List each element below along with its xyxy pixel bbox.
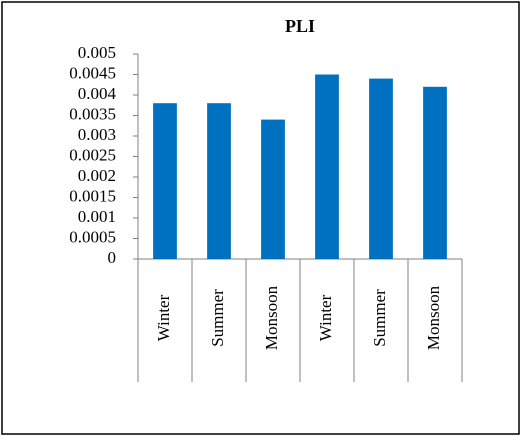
- x-tick-label: Winter: [316, 294, 335, 341]
- bar: [153, 103, 177, 259]
- bar: [369, 78, 393, 259]
- bar: [261, 119, 285, 259]
- x-tick-label: Summer: [208, 289, 227, 347]
- x-tick-label: Winter: [154, 294, 173, 341]
- x-tick-label: Monsoon: [424, 285, 443, 350]
- y-tick-label: 0.004: [78, 84, 117, 103]
- bar: [207, 103, 231, 259]
- y-tick-label: 0.002: [78, 166, 116, 185]
- bar: [315, 74, 339, 259]
- y-tick-label: 0.0035: [69, 104, 116, 123]
- x-tick-label: Monsoon: [262, 285, 281, 350]
- bar: [423, 86, 447, 259]
- y-tick-label: 0.001: [78, 207, 116, 226]
- y-tick-label: 0.0025: [69, 145, 116, 164]
- chart-title: PLI: [285, 16, 315, 36]
- y-tick-label: 0.0015: [69, 186, 116, 205]
- y-tick-label: 0: [108, 248, 117, 267]
- y-tick-label: 0.0045: [69, 63, 116, 82]
- x-tick-label: Summer: [370, 289, 389, 347]
- y-tick-label: 0.0005: [69, 227, 116, 246]
- y-tick-label: 0.003: [78, 125, 116, 144]
- y-tick-label: 0.005: [78, 43, 116, 62]
